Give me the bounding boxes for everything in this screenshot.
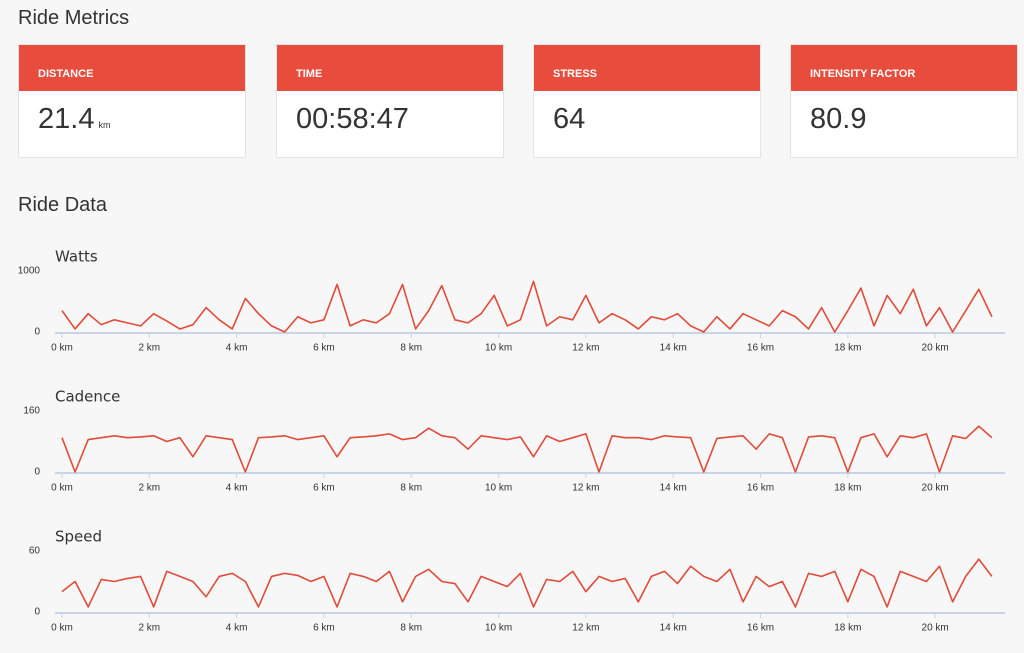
metric-label: INTENSITY FACTOR xyxy=(791,45,1017,91)
x-tick-label: 14 km xyxy=(660,483,687,494)
data-line xyxy=(61,280,993,333)
x-tick-label: 2 km xyxy=(138,623,160,634)
y-tick-label: 0 xyxy=(34,467,40,478)
metric-value: 64 xyxy=(534,91,760,136)
x-tick-label: 8 km xyxy=(400,483,422,494)
x-tick-label: 16 km xyxy=(747,623,774,634)
x-tick-label: 18 km xyxy=(834,623,861,634)
x-tick-label: 20 km xyxy=(922,623,949,634)
chart-title: Watts xyxy=(55,248,98,266)
metric-value: 80.9 xyxy=(791,91,1017,136)
metric-label: STRESS xyxy=(534,45,760,91)
x-tick-label: 16 km xyxy=(747,343,774,354)
data-line xyxy=(61,425,993,473)
y-tick-label: 160 xyxy=(23,406,40,417)
x-tick-label: 4 km xyxy=(226,343,248,354)
x-tick-label: 18 km xyxy=(834,483,861,494)
metric-card: INTENSITY FACTOR 80.9 xyxy=(790,44,1018,158)
x-tick-label: 20 km xyxy=(922,343,949,354)
metric-card: STRESS 64 xyxy=(533,44,761,158)
x-tick-label: 10 km xyxy=(485,343,512,354)
x-tick-label: 8 km xyxy=(400,343,422,354)
y-tick-label: 0 xyxy=(34,607,40,618)
metric-card: TIME 00:58:47 xyxy=(276,44,504,158)
metric-value: 21.4 km xyxy=(19,91,245,136)
x-tick-label: 6 km xyxy=(313,483,335,494)
x-tick-label: 10 km xyxy=(485,623,512,634)
x-tick-label: 6 km xyxy=(313,343,335,354)
x-tick-label: 0 km xyxy=(51,483,73,494)
metric-value: 00:58:47 xyxy=(277,91,503,136)
x-tick-label: 14 km xyxy=(660,623,687,634)
x-tick-label: 10 km xyxy=(485,483,512,494)
metric-number: 00:58:47 xyxy=(296,103,409,135)
metric-unit: km xyxy=(98,120,111,130)
section-title: Ride Data xyxy=(18,194,107,216)
metric-label: TIME xyxy=(277,45,503,91)
chart-title: Cadence xyxy=(55,388,120,406)
x-tick-label: 20 km xyxy=(922,483,949,494)
x-tick-label: 4 km xyxy=(226,483,248,494)
y-tick-label: 0 xyxy=(34,327,40,338)
metric-number: 80.9 xyxy=(810,103,867,135)
x-tick-label: 18 km xyxy=(834,343,861,354)
x-tick-label: 0 km xyxy=(51,623,73,634)
x-tick-label: 16 km xyxy=(747,483,774,494)
x-tick-label: 0 km xyxy=(51,343,73,354)
charts: Watts 0 1000 0 km 2 km 4 km 6 km 8 km 10 km 12 km… xyxy=(18,248,1005,634)
page-title: Ride Metrics xyxy=(18,7,130,29)
data-line xyxy=(61,558,993,608)
x-tick-label: 12 km xyxy=(572,623,599,634)
x-tick-label: 14 km xyxy=(660,343,687,354)
x-tick-label: 4 km xyxy=(226,623,248,634)
y-tick-label: 60 xyxy=(29,546,41,557)
x-tick-label: 8 km xyxy=(400,623,422,634)
metric-number: 21.4 xyxy=(38,103,95,135)
y-tick-label: 1000 xyxy=(18,266,41,277)
chart-title: Speed xyxy=(55,528,102,546)
metric-number: 64 xyxy=(553,103,586,135)
x-tick-label: 2 km xyxy=(138,343,160,354)
x-tick-label: 12 km xyxy=(572,343,599,354)
x-tick-label: 12 km xyxy=(572,483,599,494)
x-tick-label: 6 km xyxy=(313,623,335,634)
metric-label: DISTANCE xyxy=(19,45,245,91)
x-tick-label: 2 km xyxy=(138,483,160,494)
metric-card: DISTANCE 21.4 km xyxy=(18,44,246,158)
